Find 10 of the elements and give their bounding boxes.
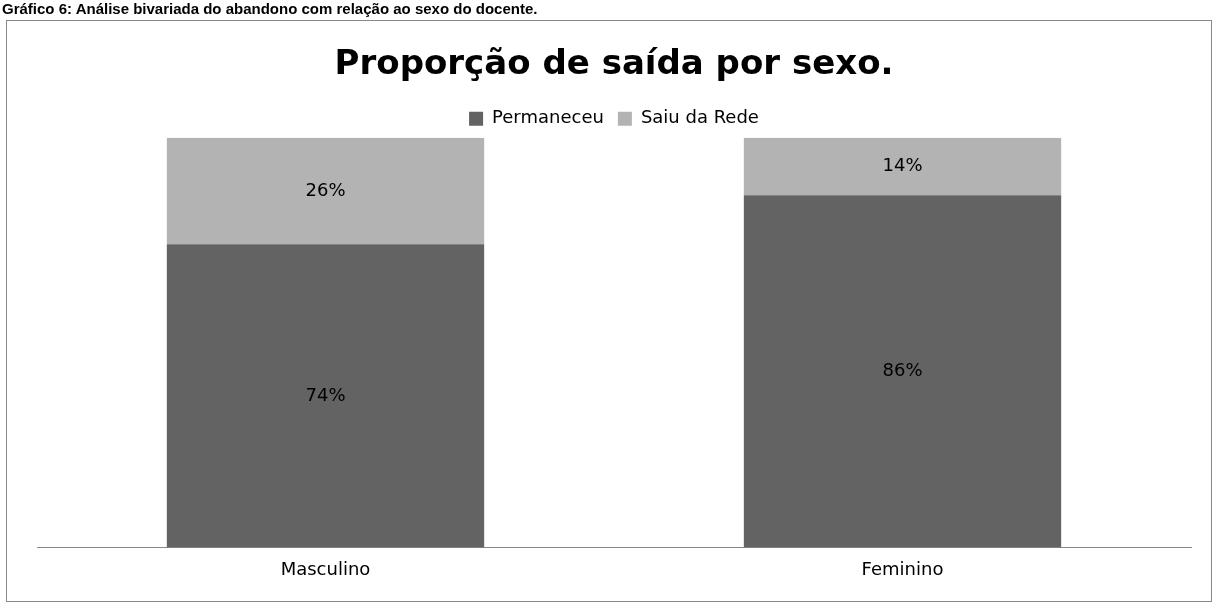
data-label: 14% [882, 154, 923, 176]
data-label: 26% [305, 178, 346, 200]
chart-title: Proporção de saída por sexo. [334, 42, 894, 83]
data-label: 86% [882, 358, 923, 380]
legend-label: Saiu da Rede [640, 106, 759, 128]
x-tick-label: Masculino [280, 557, 371, 579]
data-label: 74% [305, 383, 346, 405]
text: Gráfico 6: Análise bivariada do abandono com relação ao sexo do docente. [2, 0, 538, 17]
legend-label: Permaneceu [492, 106, 604, 128]
x-tick-label: Feminino [861, 557, 944, 579]
